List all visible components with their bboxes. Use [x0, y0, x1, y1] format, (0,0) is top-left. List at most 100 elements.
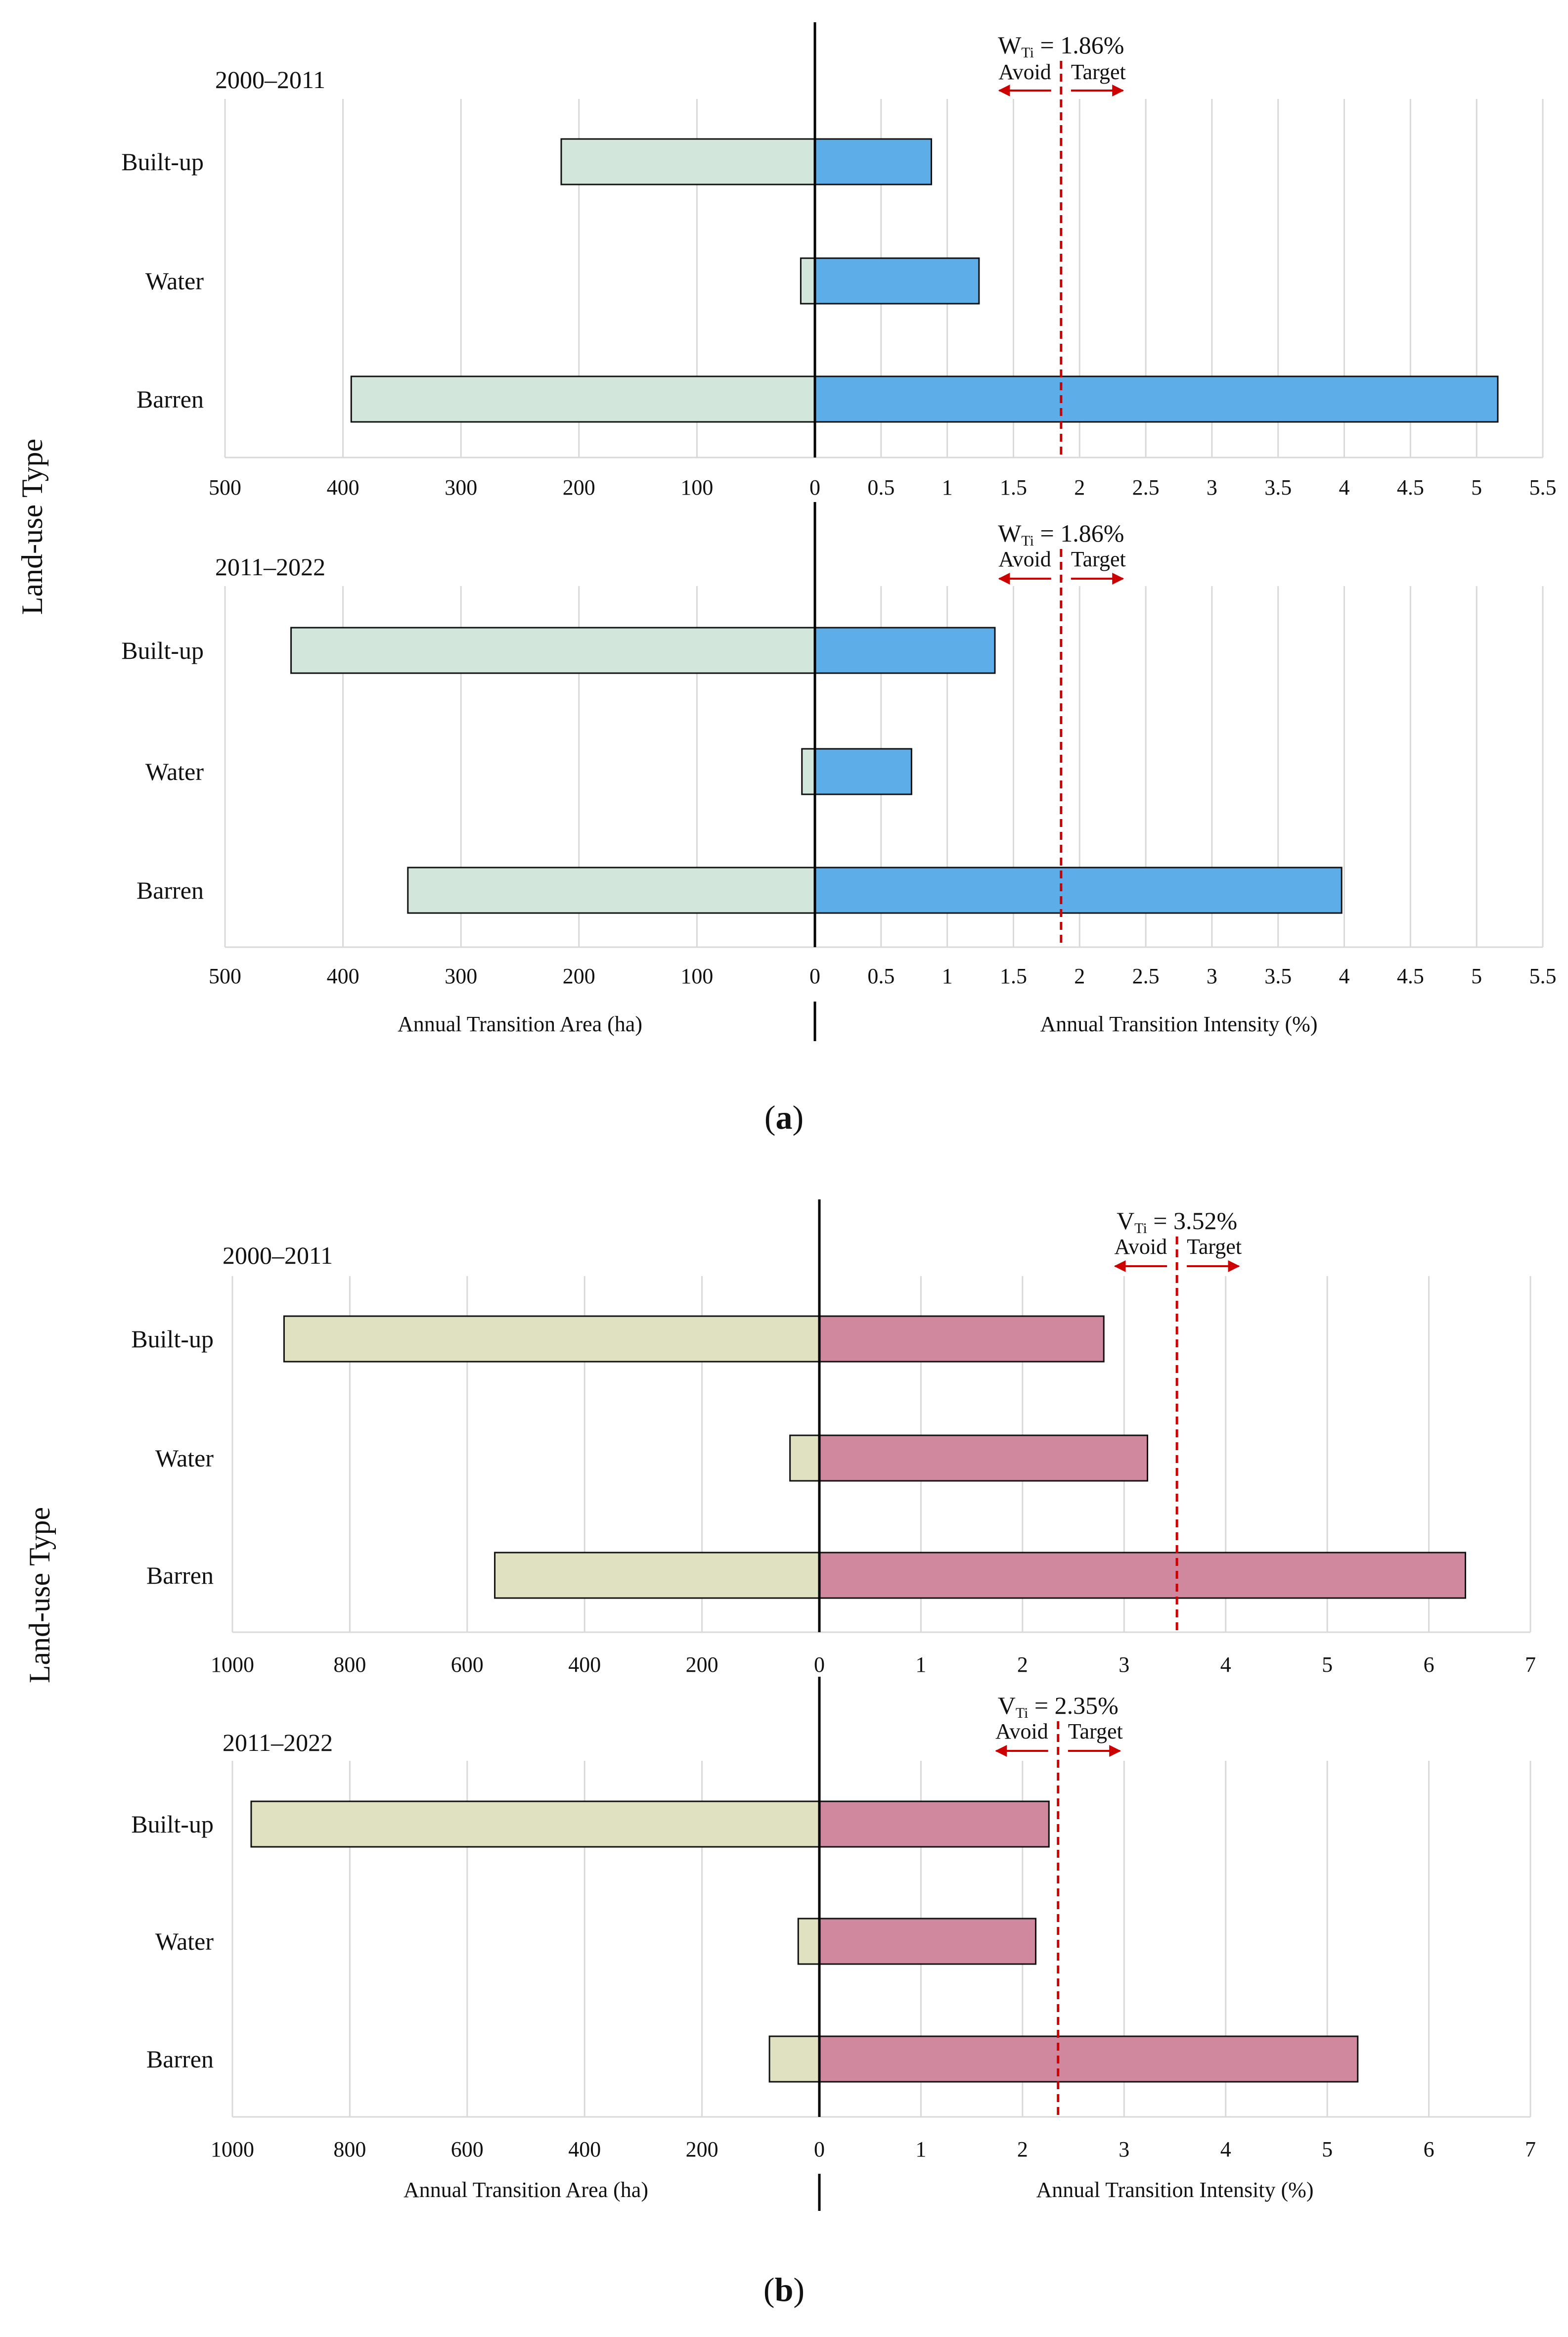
x-tick-label: 2 [1017, 1652, 1028, 1677]
x-tick-label: 2 [1074, 475, 1085, 500]
target-label: Target [1071, 60, 1126, 84]
x-tick-label: 4.5 [1397, 964, 1424, 988]
x-tick-label: 0 [814, 2137, 825, 2161]
x-tick-label: 5 [1322, 2137, 1333, 2161]
x-tick-label: 600 [451, 2137, 484, 2161]
x-tick-label: 4 [1220, 2137, 1231, 2161]
intensity-bar [814, 257, 980, 305]
target-label: Target [1068, 1719, 1123, 1743]
panel-a-caption: (a) [764, 1099, 804, 1136]
intensity-bar [818, 1918, 1037, 1965]
x-tick-label: 0 [814, 1652, 825, 1677]
x-tick-label: 6 [1424, 2137, 1434, 2161]
x-tick-label: 400 [327, 475, 359, 500]
x-tick-label: 3.5 [1264, 475, 1292, 500]
x-tick-label: 5 [1322, 1652, 1333, 1677]
avoid-label: Avoid [1114, 1235, 1167, 1259]
reference-subscript: Ti [1021, 45, 1034, 61]
x-tick-label: 300 [445, 964, 477, 988]
panel-b-caption: (b) [763, 2271, 805, 2308]
x-tick-label: 500 [209, 475, 241, 500]
area-bar [797, 1918, 820, 1965]
x-tick-label: 1 [915, 2137, 926, 2161]
category-label: Water [155, 1444, 214, 1472]
category-label: Barren [146, 2045, 214, 2073]
reference-value: = 3.52% [1147, 1207, 1237, 1235]
x-tick-label: 100 [680, 475, 713, 500]
area-bar [250, 1800, 820, 1848]
x-tick-label: 500 [209, 964, 241, 988]
category-label: Water [155, 1927, 214, 1955]
x-tick-label: 400 [568, 2137, 601, 2161]
reference-symbol: W [998, 519, 1022, 547]
category-label: Water [145, 758, 204, 785]
period-title: 2000–2011 [223, 1241, 333, 1269]
category-label: Barren [146, 1561, 214, 1589]
x-tick-label: 3 [1207, 475, 1217, 500]
avoid-label: Avoid [998, 60, 1051, 84]
x-tick-label: 0.5 [867, 475, 895, 500]
x-tick-label: 2.5 [1132, 964, 1160, 988]
category-label: Barren [136, 876, 204, 904]
panel-a-label: a [775, 1099, 793, 1136]
category-label: Built-up [131, 1810, 214, 1838]
reference-label: WTi = 1.86% [998, 31, 1124, 61]
x-tick-label: 800 [333, 2137, 366, 2161]
category-label: Built-up [131, 1325, 214, 1353]
area-bar [283, 1315, 820, 1363]
period-title: 2011–2022 [223, 1729, 333, 1756]
area-bar [350, 375, 816, 423]
x-tick-label: 1 [942, 475, 953, 500]
area-bar [290, 627, 816, 674]
area-bar [800, 257, 816, 305]
x-tick-label: 400 [568, 1652, 601, 1677]
x-tick-label: 5 [1471, 475, 1482, 500]
x-tick-label: 1000 [211, 1652, 254, 1677]
x-tick-label: 7 [1525, 2137, 1536, 2161]
x-tick-label: 3 [1207, 964, 1217, 988]
x-tick-label: 5 [1471, 964, 1482, 988]
area-bar [494, 1552, 820, 1599]
intensity-bar [814, 748, 912, 795]
x-tick-label: 1 [942, 964, 953, 988]
reference-subscript: Ti [1016, 1705, 1029, 1721]
x-tick-label: 1000 [211, 2137, 254, 2161]
x-axis-label-left: Annual Transition Area (ha) [403, 2178, 648, 2202]
category-label: Barren [136, 385, 204, 413]
x-tick-label: 3 [1119, 2137, 1129, 2161]
x-tick-label: 0.5 [867, 964, 895, 988]
intensity-bar [818, 1434, 1149, 1482]
reference-symbol: V [1117, 1207, 1134, 1235]
area-bar [801, 748, 816, 795]
x-axis-label-right: Annual Transition Intensity (%) [1040, 1012, 1318, 1036]
reference-label: VTi = 2.35% [998, 1692, 1119, 1721]
x-tick-label: 2.5 [1132, 475, 1160, 500]
x-tick-label: 4.5 [1397, 475, 1424, 500]
x-tick-label: 3 [1119, 1652, 1129, 1677]
period-title: 2011–2022 [215, 553, 325, 581]
x-tick-label: 600 [451, 1652, 484, 1677]
intensity-bar [814, 867, 1343, 914]
reference-subscript: Ti [1021, 533, 1034, 549]
x-tick-label: 0 [809, 964, 820, 988]
reference-value: = 2.35% [1028, 1692, 1118, 1719]
intensity-bar [814, 375, 1499, 423]
category-label: Water [145, 267, 204, 295]
avoid-label: Avoid [998, 547, 1051, 571]
x-axis-label-left: Annual Transition Area (ha) [398, 1012, 642, 1036]
reference-label: WTi = 1.86% [998, 519, 1124, 549]
x-tick-label: 4 [1339, 475, 1350, 500]
x-tick-label: 2 [1017, 2137, 1028, 2161]
x-axis-label-right: Annual Transition Intensity (%) [1036, 2178, 1314, 2202]
panel-b-label: b [774, 2271, 794, 2308]
reference-value: = 1.86% [1034, 31, 1124, 59]
area-bar [789, 1434, 820, 1482]
category-label: Built-up [121, 148, 204, 176]
target-label: Target [1071, 547, 1126, 571]
period-title: 2000–2011 [215, 66, 325, 93]
x-tick-label: 400 [327, 964, 359, 988]
reference-symbol: V [998, 1692, 1016, 1719]
x-tick-label: 1.5 [1000, 475, 1027, 500]
x-tick-label: 200 [563, 964, 595, 988]
